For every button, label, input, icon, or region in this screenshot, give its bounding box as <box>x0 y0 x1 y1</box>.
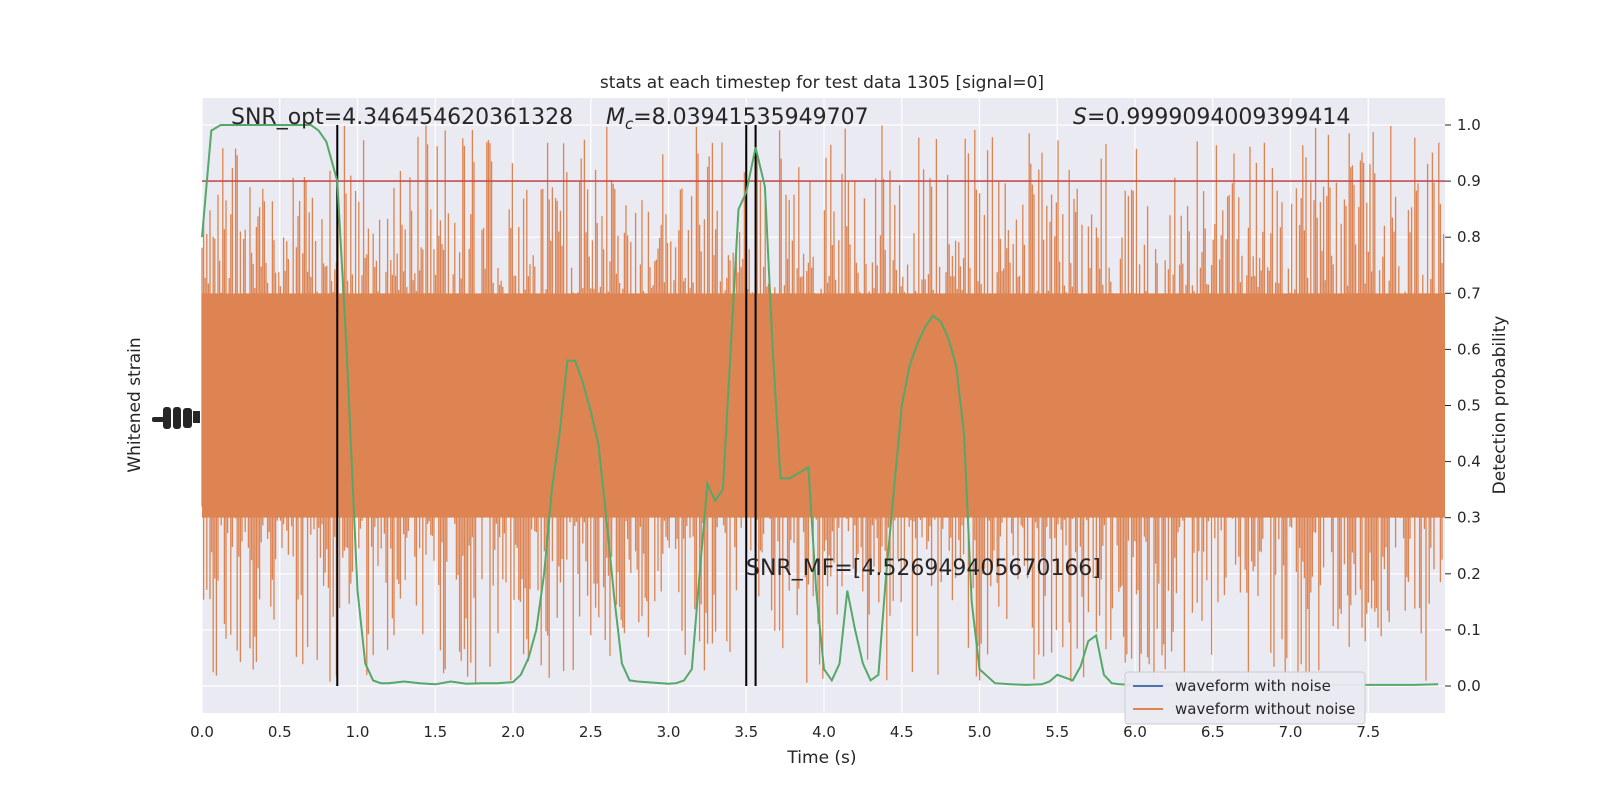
y-axis-label-right: Detection probability <box>1490 316 1510 495</box>
legend-box <box>1124 671 1366 725</box>
y-tick-label: 0.1 <box>1457 621 1481 639</box>
y-tick-label: 1.0 <box>1457 116 1481 134</box>
annotation-snr-mf: SNR_MF=[4.526949405670166] <box>746 556 1101 581</box>
y-tick-label: 0.3 <box>1457 509 1481 527</box>
x-tick-label: 0.5 <box>268 723 292 741</box>
annotation-mc-value: =8.03941535949707 <box>633 105 868 130</box>
y-tick-label: 0.8 <box>1457 228 1481 246</box>
annotation-s: S=0.9999094009399414 <box>1073 105 1350 130</box>
x-tick-label: 0.0 <box>190 723 214 741</box>
detection-probability-series <box>201 124 1439 686</box>
legend: waveform with noise waveform without noi… <box>1124 671 1366 725</box>
x-tick-label: 1.0 <box>346 723 370 741</box>
y-tick-label: 0.7 <box>1457 284 1481 302</box>
y-axis-label-left: Whitened strain <box>125 337 145 472</box>
chart-title: stats at each timestep for test data 130… <box>600 73 1044 93</box>
y-tick-label: 0.6 <box>1457 340 1481 358</box>
y-tick-label: 0.2 <box>1457 565 1481 583</box>
x-tick-label: 3.5 <box>734 723 758 741</box>
annotation-mc: Mc=8.03941535949707 <box>606 105 869 133</box>
x-tick-label: 7.0 <box>1279 723 1303 741</box>
y-tick-label: 0.4 <box>1457 453 1481 471</box>
y-tick-label: 0.5 <box>1457 397 1481 415</box>
x-tick-label: 4.0 <box>812 723 836 741</box>
overlay-lines <box>202 125 1445 686</box>
y-axis-ticks-right: 0.0 0.1 0.2 0.3 0.4 0.5 0.6 0.7 0.8 0.9 1.0 <box>1445 116 1481 695</box>
x-tick-label: 6.5 <box>1201 723 1225 741</box>
waveform-without-noise-series <box>201 125 1445 684</box>
x-axis-label: Time (s) <box>786 748 856 768</box>
y-tick-label: 0.9 <box>1457 172 1481 190</box>
x-axis-ticks: 0.0 0.5 1.0 1.5 2.0 2.5 3.0 3.5 4.0 4.5 5.0 5.5 6.0 6… <box>190 723 1380 741</box>
x-tick-label: 6.0 <box>1123 723 1147 741</box>
annotation-s-value: =0.9999094009399414 <box>1087 105 1350 130</box>
detection-probability-line <box>201 124 1439 686</box>
x-tick-label: 2.0 <box>501 723 525 741</box>
y-tick-label: 0.0 <box>1457 677 1481 695</box>
x-tick-label: 5.5 <box>1045 723 1069 741</box>
x-tick-label: 5.0 <box>968 723 992 741</box>
legend-label-without-noise: waveform without noise <box>1175 700 1355 718</box>
x-tick-label: 3.0 <box>657 723 681 741</box>
annotation-snr-opt: SNR_opt=4.346454620361328 <box>231 105 573 130</box>
x-tick-label: 4.5 <box>890 723 914 741</box>
legend-label-with-noise: waveform with noise <box>1175 677 1331 695</box>
noise-spikes <box>201 125 1445 684</box>
x-tick-label: 7.5 <box>1356 723 1380 741</box>
x-tick-label: 1.5 <box>423 723 447 741</box>
left-axis-tick-glyphs <box>152 407 200 429</box>
x-tick-label: 2.5 <box>579 723 603 741</box>
